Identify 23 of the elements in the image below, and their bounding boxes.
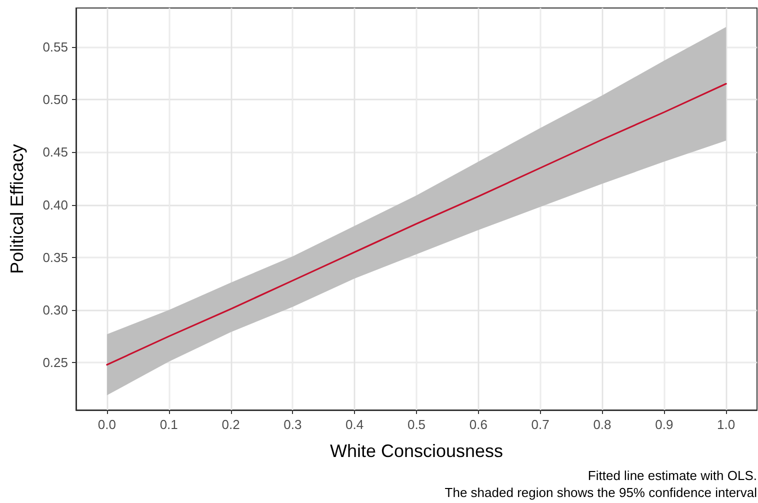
x-axis-title: White Consciousness	[330, 441, 504, 461]
x-tick-label: 0.2	[222, 417, 240, 432]
x-tick-label: 0.7	[531, 417, 550, 432]
x-tick-label: 0.8	[593, 417, 612, 432]
x-tick-label: 0.9	[655, 417, 674, 432]
x-tick-label: 0.4	[346, 417, 364, 432]
x-tick-label: 0.5	[407, 417, 426, 432]
y-tick-label: 0.55	[42, 39, 68, 54]
y-tick-label: 0.35	[42, 250, 68, 265]
x-tick-label: 0.0	[98, 417, 116, 432]
y-tick-label: 0.30	[42, 302, 68, 318]
y-tick-label: 0.50	[42, 92, 68, 108]
y-axis-title: Political Efficacy	[7, 144, 27, 274]
line-series	[106, 82, 727, 366]
x-tick-label: 0.1	[160, 417, 178, 432]
text: The shaded region shows the 95% confidence interval	[444, 485, 758, 500]
x-tick-label: 1.0	[717, 417, 736, 432]
x-tick-label: 0.6	[469, 417, 488, 432]
y-tick-label: 0.45	[42, 144, 68, 160]
y-tick-label: 0.40	[42, 197, 68, 212]
x-tick-label: 0.3	[284, 417, 302, 432]
y-tick-label: 0.25	[42, 355, 68, 370]
text: Fitted line estimate with OLS.	[588, 468, 757, 483]
